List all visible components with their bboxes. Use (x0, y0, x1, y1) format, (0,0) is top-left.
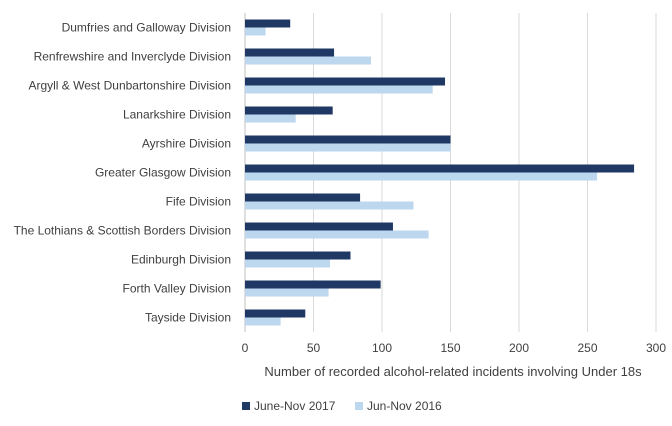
x-tick-label: 150 (440, 341, 460, 355)
x-tick-label: 200 (509, 341, 529, 355)
x-tick-label: 0 (242, 341, 249, 355)
category-label: Dumfries and Galloway Division (62, 21, 231, 35)
category-label: The Lothians & Scottish Borders Division (14, 224, 231, 238)
bar-2016 (245, 201, 414, 210)
bar-2017 (245, 19, 291, 28)
category-label: Greater Glasgow Division (95, 166, 231, 180)
category-label: Lanarkshire Division (123, 108, 231, 122)
bar-2017 (245, 193, 361, 202)
legend-label: Jun-Nov 2016 (367, 399, 442, 413)
bar-2017 (245, 309, 306, 318)
category-label: Fife Division (166, 195, 231, 209)
category-label: Tayside Division (145, 311, 231, 325)
x-axis-title: Number of recorded alcohol-related incid… (264, 364, 642, 379)
bar-2016 (245, 114, 296, 123)
bar-2017 (245, 77, 446, 86)
bar-2016 (245, 230, 429, 239)
category-label: Edinburgh Division (131, 253, 231, 267)
bar-2017 (245, 251, 351, 260)
category-label: Ayrshire Division (142, 137, 231, 151)
bar-2016 (245, 56, 372, 65)
category-label: Renfrewshire and Inverclyde Division (34, 50, 231, 64)
bar-2017 (245, 106, 333, 115)
bar-2017 (245, 280, 381, 289)
x-tick-label: 100 (372, 341, 392, 355)
bar-2017 (245, 164, 635, 173)
x-tick-label: 300 (646, 341, 666, 355)
bar-2016 (245, 288, 329, 297)
bar-2017 (245, 48, 335, 57)
bars (245, 19, 635, 326)
x-tick-labels: 0 50 100 150 200 250 300 (242, 341, 667, 355)
x-tick-label: 50 (307, 341, 321, 355)
category-label: Argyll & West Dunbartonshire Division (28, 79, 231, 93)
bar-2016 (245, 259, 330, 268)
legend-swatch (355, 402, 363, 410)
bar-2017 (245, 222, 393, 231)
x-tick-label: 250 (577, 341, 597, 355)
category-label: Forth Valley Division (123, 282, 231, 296)
legend: June-Nov 2017 Jun-Nov 2016 (242, 399, 442, 413)
bar-2016 (245, 317, 281, 326)
category-labels: Dumfries and Galloway Division Renfrewshi… (14, 21, 231, 325)
bar-2016 (245, 143, 451, 152)
legend-swatch (242, 402, 250, 410)
legend-label: June-Nov 2017 (254, 399, 336, 413)
bar-2016 (245, 85, 433, 94)
bar-2016 (245, 172, 598, 181)
bar-2016 (245, 27, 266, 36)
bar-2017 (245, 135, 451, 144)
